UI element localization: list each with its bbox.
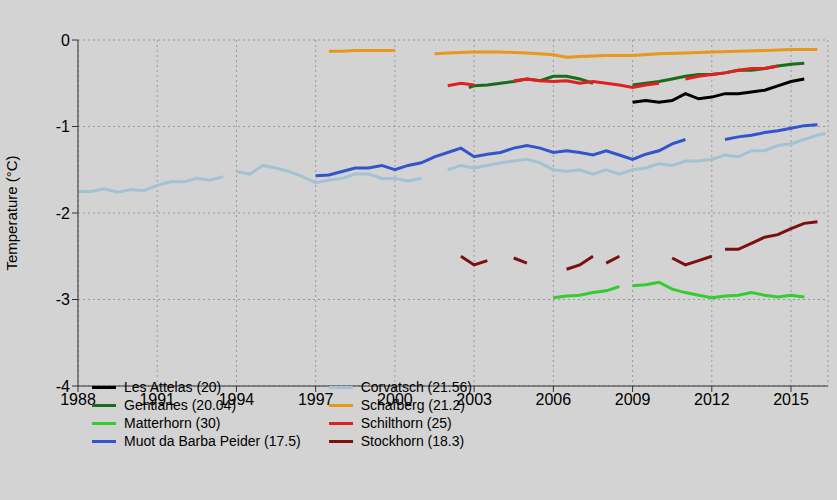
svg-text:2015: 2015 xyxy=(773,391,809,408)
svg-text:0: 0 xyxy=(61,32,70,49)
svg-text:2012: 2012 xyxy=(694,391,730,408)
svg-text:-2: -2 xyxy=(56,205,70,222)
svg-text:2000: 2000 xyxy=(377,391,413,408)
svg-text:2006: 2006 xyxy=(536,391,572,408)
svg-text:2003: 2003 xyxy=(456,391,492,408)
svg-text:-1: -1 xyxy=(56,118,70,135)
svg-text:1997: 1997 xyxy=(298,391,334,408)
svg-text:1994: 1994 xyxy=(219,391,255,408)
svg-text:-4: -4 xyxy=(56,378,70,395)
svg-text:Temperature (°C): Temperature (°C) xyxy=(8,155,20,270)
svg-text:1991: 1991 xyxy=(139,391,175,408)
svg-text:2009: 2009 xyxy=(615,391,651,408)
svg-text:-3: -3 xyxy=(56,291,70,308)
